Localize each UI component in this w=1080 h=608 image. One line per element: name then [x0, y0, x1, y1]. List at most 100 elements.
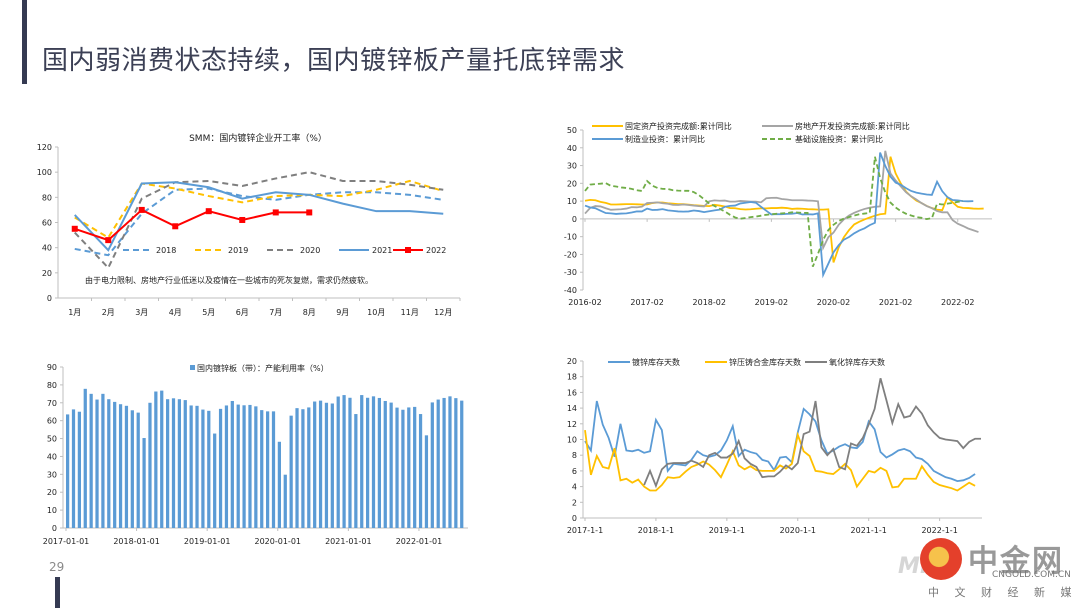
- x-tick-label: 2021-02: [879, 298, 912, 307]
- y-tick-label: 20: [42, 269, 52, 278]
- y-tick-label: 50: [567, 126, 577, 135]
- chart-inventory-days: 0 2 4 6 8 10 12 14 16 18 20 2017-1-1 2018-1-1 2019-1-…: [567, 357, 982, 535]
- legend-label: 房地产开发投资完成额:累计同比: [795, 121, 910, 131]
- legend-label: 国内镀锌板（带）：产能利用率（%）: [197, 363, 329, 373]
- bar: [330, 403, 334, 528]
- y-tick-label: 4: [572, 483, 577, 492]
- series-line-2020: [74, 171, 444, 270]
- bar: [336, 396, 340, 528]
- logo-tagline: 中 文 财 经 新 媒 体: [928, 586, 1080, 599]
- bar: [395, 407, 399, 528]
- y-tick-label: 80: [47, 381, 57, 390]
- series-line-1: [584, 429, 976, 492]
- legend-label: 2021: [372, 246, 392, 255]
- y-tick-label: 0: [572, 514, 577, 523]
- bar: [424, 435, 429, 528]
- y-tick-label: 0: [47, 294, 52, 303]
- bar: [142, 438, 146, 528]
- bar: [248, 404, 252, 528]
- bar: [242, 405, 246, 528]
- bar: [160, 390, 164, 528]
- legend-label: 固定资产投资完成额:累计同比: [625, 121, 732, 131]
- y-tick-label: 16: [567, 388, 577, 397]
- bar: [148, 402, 152, 528]
- y-tick-label: 40: [567, 144, 577, 153]
- x-tick-label: 2018-1-1: [638, 526, 674, 535]
- x-tick-label: 2022-02: [941, 298, 974, 307]
- bar: [377, 397, 381, 528]
- bar: [201, 409, 205, 528]
- legend-marker: [405, 247, 411, 253]
- chart-operating-rate: SMM：国内镀锌企业开工率（%） 0 20 40 60 80 100 120 1月 2月 3月 4月 5…: [37, 132, 461, 317]
- x-tick-label: 2017-02: [630, 298, 663, 307]
- title-accent-bar: [22, 0, 27, 84]
- bar: [418, 414, 423, 528]
- data-point-marker: [105, 237, 112, 244]
- bar: [324, 402, 329, 528]
- bar: [407, 407, 411, 528]
- y-tick-label: 8: [572, 451, 577, 460]
- legend-label: 2019: [228, 246, 248, 255]
- bar: [71, 409, 76, 528]
- data-point-marker: [272, 209, 279, 216]
- bar: [283, 474, 287, 528]
- bar: [89, 393, 93, 528]
- y-tick-label: 14: [567, 404, 577, 413]
- y-tick-label: 0: [572, 215, 577, 224]
- x-tick-label: 2021-1-1: [851, 526, 887, 535]
- x-tick-label: 2020-1-1: [780, 526, 816, 535]
- bar: [260, 410, 264, 528]
- x-tick-label: 1月: [68, 308, 81, 317]
- x-tick-label: 2016-02: [568, 298, 601, 307]
- series-line-2021: [74, 181, 444, 252]
- x-tick-label: 2022-01-01: [396, 537, 443, 546]
- logo-name: 中金网: [968, 544, 1064, 579]
- bar: [413, 406, 417, 528]
- bar: [236, 404, 240, 528]
- data-point-marker: [205, 208, 212, 215]
- legend-label: 制造业投资：累计同比: [625, 134, 705, 144]
- bar: [389, 402, 393, 528]
- series-line-2018: [74, 187, 444, 257]
- x-tick-label: 10月: [367, 308, 385, 317]
- bar: [154, 391, 158, 528]
- legend-label: 2018: [156, 246, 176, 255]
- bar: [101, 393, 105, 528]
- bar: [77, 411, 81, 528]
- x-tick-label: 2022-1-1: [921, 526, 957, 535]
- y-tick-label: -30: [564, 268, 577, 277]
- logo-domain: CNGOLD.COM.CN: [992, 570, 1071, 580]
- chart-title: SMM：国内镀锌企业开工率（%）: [189, 132, 327, 144]
- bar: [307, 407, 311, 528]
- data-point-marker: [306, 209, 313, 216]
- x-tick-label: 2019-02: [755, 298, 788, 307]
- legend-label: 氧化锌库存天数: [829, 357, 885, 367]
- series-line-2: [643, 378, 981, 489]
- x-tick-label: 5月: [202, 308, 215, 317]
- y-tick-label: 80: [42, 193, 52, 202]
- y-tick-label: -10: [564, 233, 577, 242]
- legend-label: 基础设施投资：累计同比: [795, 134, 883, 144]
- bar: [271, 411, 276, 528]
- bar: [295, 408, 299, 528]
- bar: [107, 399, 111, 528]
- bar: [354, 414, 358, 528]
- bar: [348, 397, 352, 528]
- bar: [383, 400, 387, 528]
- bar: [213, 433, 217, 528]
- chart-annotation: 由于电力限制、房地产行业低迷以及疫情在一些城市的死灰复燃，需求仍然疲软。: [85, 275, 373, 285]
- series-line-2019: [74, 179, 444, 239]
- series-line-0: [584, 400, 976, 483]
- x-tick-label: 2019-01-01: [184, 537, 231, 546]
- bar: [66, 414, 70, 528]
- bar: [189, 405, 193, 528]
- bar: [83, 388, 87, 528]
- legend-label: 2020: [300, 246, 320, 255]
- series-line-2: [584, 152, 974, 279]
- bar: [195, 405, 199, 528]
- y-tick-label: -20: [564, 250, 577, 259]
- bar: [218, 408, 223, 528]
- y-tick-label: 20: [47, 488, 57, 497]
- cngold-logo: Mike 中金网 CNGOLD.COM.CN 中 文 财 经 新 媒 体: [898, 538, 1080, 608]
- legend-swatch: [190, 365, 195, 370]
